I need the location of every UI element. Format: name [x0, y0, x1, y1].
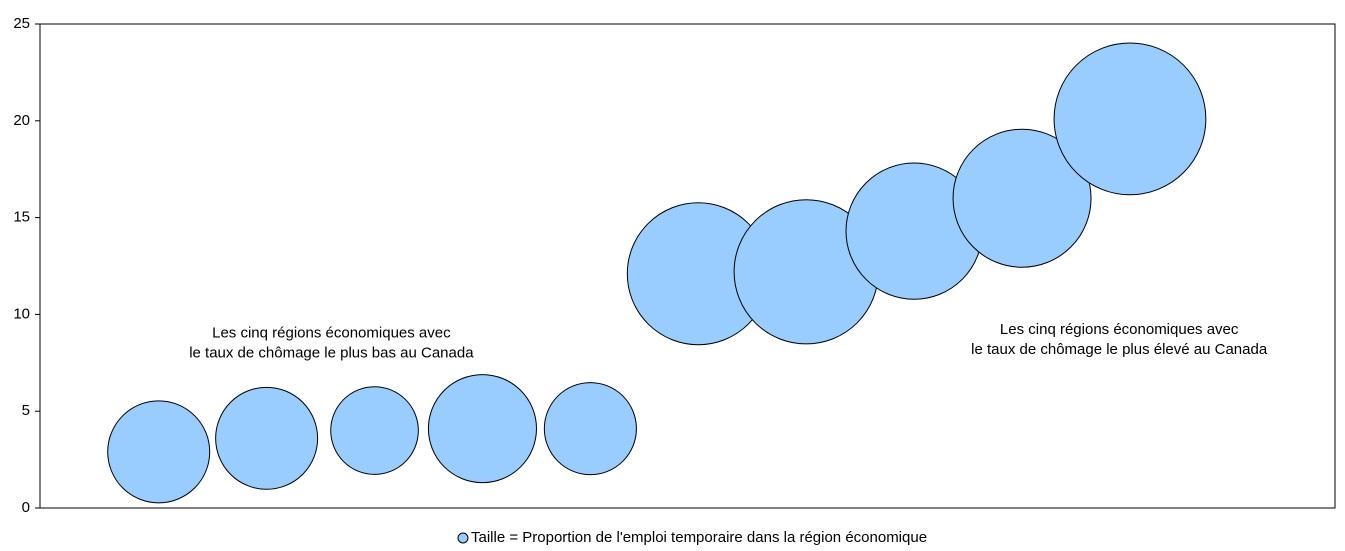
bubble [330, 386, 419, 475]
y-tick-label: 20 [13, 112, 30, 129]
y-tick-label: 10 [13, 305, 30, 322]
annotation: Les cinq régions économiques avec [212, 325, 451, 342]
legend-label: Taille = Proportion de l'emploi temporai… [471, 529, 927, 546]
y-tick-label: 0 [22, 499, 30, 516]
y-tick-label: 15 [13, 209, 30, 226]
annotation: le taux de chômage le plus élevé au Cana… [971, 341, 1268, 358]
bubble [1053, 42, 1207, 196]
y-tick-label: 5 [22, 402, 30, 419]
bubble [215, 386, 319, 490]
bubble [427, 374, 537, 484]
bubble [952, 128, 1092, 268]
annotation: le taux de chômage le plus bas au Canada [189, 345, 474, 362]
legend-marker [457, 532, 469, 544]
plot-frame [39, 23, 1336, 509]
y-tick-label: 25 [13, 15, 30, 32]
annotation: Les cinq régions économiques avec [1000, 321, 1239, 338]
bubble [107, 400, 211, 504]
bubble [543, 382, 637, 476]
